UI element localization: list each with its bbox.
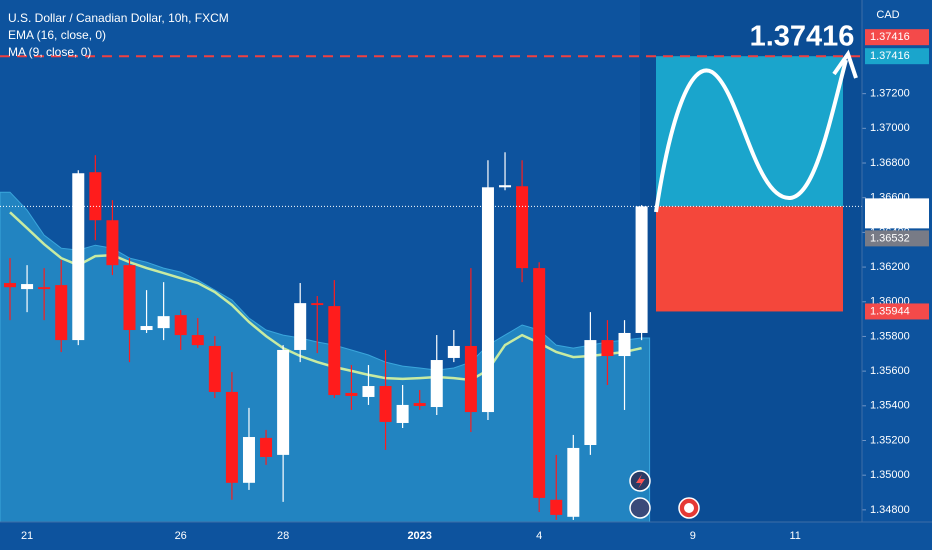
event-icons (629, 470, 700, 519)
candle-body (123, 265, 136, 331)
forecast-curve (654, 59, 848, 213)
candle-body (481, 187, 494, 413)
candle-body (345, 392, 358, 396)
candle-body (191, 335, 204, 346)
candle-body (4, 283, 16, 288)
candle-body (464, 345, 477, 413)
candle-body (294, 303, 307, 350)
candle-body (499, 185, 512, 188)
currency-label: CAD (876, 9, 899, 21)
candle-body (260, 437, 273, 457)
x-tick-label: 11 (790, 530, 801, 542)
bid-price-label: 1.36532 (870, 232, 910, 244)
y-tick-label: 1.35800 (870, 330, 910, 342)
candle-body (447, 345, 460, 358)
candle-body (567, 447, 580, 517)
plot (0, 55, 862, 523)
stop-price-label: 1.35944 (870, 305, 910, 317)
stop-zone (656, 206, 843, 312)
candle-body (72, 173, 85, 341)
candle-body (157, 316, 170, 329)
candle-body (277, 349, 290, 455)
candle-body (140, 326, 153, 331)
candle-body (38, 287, 51, 290)
x-tick-label: 2023 (407, 530, 431, 542)
target-big-label: 1.37416 (750, 21, 855, 53)
candle-body (584, 340, 597, 446)
candle-body (225, 391, 238, 483)
candle-body (106, 220, 119, 266)
flash-glyph (636, 474, 645, 489)
x-tick-label: 4 (536, 530, 542, 542)
target-price-label-alt: 1.37416 (870, 31, 910, 43)
candle-body (379, 386, 392, 422)
y-tick-label: 1.37200 (870, 88, 910, 100)
candle-body (550, 499, 563, 515)
candle-body (396, 404, 409, 423)
us-flag-icon (629, 497, 651, 519)
x-tick-label: 9 (690, 530, 696, 542)
target-zone (656, 56, 843, 207)
candle-body (242, 437, 255, 483)
y-tick-label: 1.35400 (870, 400, 910, 412)
target-price-label-alt-bg (865, 29, 929, 46)
candle-body (174, 315, 187, 336)
forecast-arrowhead (832, 49, 858, 79)
candle-body (208, 345, 221, 392)
ca-flag-glyph (684, 503, 694, 513)
chart-title: U.S. Dollar / Canadian Dollar, 10h, FXCM (8, 11, 229, 25)
candle-body (328, 306, 341, 396)
candle-body (413, 403, 426, 406)
x-tick-label: 21 (21, 530, 33, 542)
y-tick-label: 1.35600 (870, 365, 910, 377)
candle-body (430, 360, 443, 408)
y-tick-label: 1.37000 (870, 122, 910, 134)
y-tick-label: 1.36200 (870, 261, 910, 273)
target-price-label: 1.37416 (870, 50, 910, 62)
legend-entry: EMA (16, close, 0) (8, 28, 106, 42)
candle-body (601, 340, 614, 357)
candle-body (55, 285, 68, 341)
x-tick-label: 28 (277, 530, 289, 542)
legend-entry: MA (9, close, 0) (8, 45, 91, 59)
countdown-label: 05:41:54 (870, 214, 913, 226)
candle-body (516, 186, 529, 269)
y-tick-label: 1.34800 (870, 504, 910, 516)
candle-body (635, 206, 648, 333)
candle-body (618, 332, 631, 357)
y-tick-label: 1.35200 (870, 434, 910, 446)
x-tick-label: 26 (175, 530, 187, 542)
last-price-bg (865, 198, 929, 229)
candle-body (362, 386, 375, 397)
target-price-label-bg (865, 48, 929, 65)
candle-body (89, 172, 102, 221)
candle-body (533, 268, 546, 498)
candle-body (311, 303, 324, 306)
y-tick-label: 1.36800 (870, 157, 910, 169)
y-tick-label: 1.35000 (870, 469, 910, 481)
stop-price-label-bg (865, 303, 929, 320)
bid-price-label-bg (865, 230, 929, 247)
last-price-label: 1.36550 (870, 200, 910, 212)
candle-body (21, 284, 34, 290)
